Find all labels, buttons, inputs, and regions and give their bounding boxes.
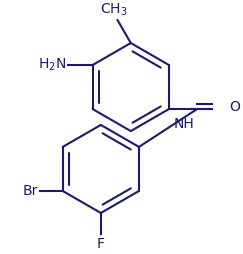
Text: CH$_3$: CH$_3$ <box>100 2 128 18</box>
Text: O: O <box>229 100 240 114</box>
Text: Br: Br <box>23 184 38 198</box>
Text: H$_2$N: H$_2$N <box>38 57 66 73</box>
Text: F: F <box>97 237 105 251</box>
Text: NH: NH <box>173 117 194 132</box>
